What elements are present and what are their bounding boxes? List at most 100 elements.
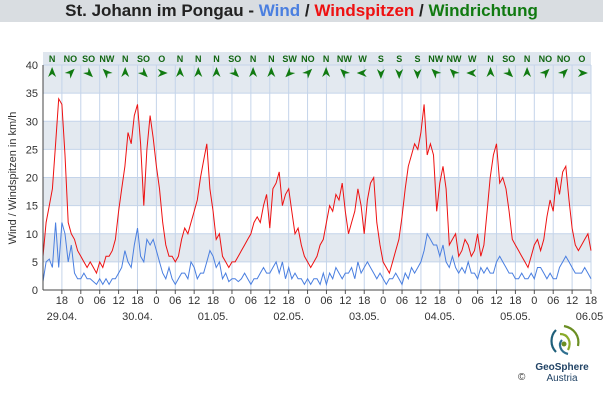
x-tick-label: 06 <box>245 295 257 307</box>
logo-country: Austria <box>546 373 578 384</box>
date-label: 29.04. <box>47 311 78 323</box>
direction-label: S <box>378 54 384 64</box>
x-tick-label: 0 <box>153 295 159 307</box>
title-separator: / <box>414 1 429 20</box>
x-tick-label: 0 <box>78 295 84 307</box>
background-band <box>43 205 591 234</box>
date-label: 04.05. <box>425 311 456 323</box>
chart-background-bands <box>43 52 591 290</box>
direction-label: W <box>358 54 367 64</box>
x-tick-label: 06 <box>396 295 408 307</box>
chart-title: St. Johann im Pongau - Wind / Windspitze… <box>0 0 603 22</box>
x-tick-label: 12 <box>339 295 351 307</box>
title-separator: - <box>243 1 259 20</box>
direction-arrow-icon <box>539 68 550 79</box>
direction-label: N <box>213 54 220 64</box>
chart-axes: 0 5 10 15 20 25 30 35 40 18 0 06 12 18 0 06 12 18 0 06 12 18 0… <box>26 60 603 323</box>
x-tick-label: 18 <box>585 295 597 307</box>
date-label: 05.05. <box>500 311 531 323</box>
x-tick-label: 18 <box>434 295 446 307</box>
direction-label: S <box>396 54 402 64</box>
x-tick-label: 18 <box>283 295 295 307</box>
geosphere-logo <box>550 324 580 356</box>
x-tick-label: 0 <box>229 295 235 307</box>
copyright: © <box>518 372 526 383</box>
direction-row: N NO SO NW N SO O N N N SO N N SW NO N NW W S S S NW NW W N SO N NO… <box>48 54 588 79</box>
direction-label: NO <box>539 54 553 64</box>
direction-arrow-icon <box>340 68 351 79</box>
x-tick-label: 06 <box>320 295 332 307</box>
date-label: 01.05. <box>198 311 229 323</box>
background-band <box>43 261 591 290</box>
x-tick-label: 18 <box>207 295 219 307</box>
direction-label: NW <box>428 54 443 64</box>
date-label: 30.04. <box>122 311 153 323</box>
direction-arrow-icon <box>557 68 568 79</box>
direction-arrow-icon <box>395 69 404 79</box>
x-tick-label: 12 <box>188 295 200 307</box>
direction-label: N <box>524 54 531 64</box>
date-label: 03.05. <box>349 311 380 323</box>
direction-arrow-icon <box>249 67 258 77</box>
direction-label: NO <box>557 54 571 64</box>
direction-band <box>43 52 591 65</box>
y-tick-label: 10 <box>26 229 38 241</box>
direction-label: NO <box>301 54 315 64</box>
y-tick-label: 35 <box>26 88 38 100</box>
direction-arrow-icon <box>523 67 532 77</box>
direction-arrow-icon <box>449 68 460 79</box>
direction-arrow-icon <box>157 69 168 77</box>
y-tick-label: 25 <box>26 144 38 156</box>
direction-arrow-icon <box>577 69 588 77</box>
y-tick-label: 20 <box>26 173 38 185</box>
chart-grid <box>43 64 592 291</box>
direction-label: N <box>49 54 56 64</box>
direction-label: N <box>250 54 257 64</box>
direction-label: SO <box>502 54 515 64</box>
direction-arrow-icon <box>285 67 296 78</box>
x-tick-label: 12 <box>112 295 124 307</box>
background-band <box>43 149 591 178</box>
direction-arrow-icon <box>376 69 385 79</box>
x-tick-label: 12 <box>264 295 276 307</box>
direction-label: SO <box>228 54 241 64</box>
direction-arrow-icon <box>48 67 57 77</box>
x-tick-label: 06 <box>547 295 559 307</box>
direction-label: NW <box>337 54 352 64</box>
y-tick-label: 0 <box>32 285 38 297</box>
direction-arrow-icon <box>267 67 276 77</box>
chart-series <box>42 97 592 287</box>
title-direction: Windrichtung <box>428 1 538 20</box>
background-band <box>43 233 591 262</box>
direction-label: SO <box>82 54 95 64</box>
x-tick-label: 0 <box>456 295 462 307</box>
direction-label: SO <box>137 54 150 64</box>
direction-arrow-icon <box>176 67 184 77</box>
direction-arrow-icon <box>212 67 221 77</box>
direction-label: S <box>414 54 420 64</box>
background-band <box>43 121 591 150</box>
direction-label: NW <box>99 54 114 64</box>
x-tick-label: 18 <box>56 295 68 307</box>
date-label: 02.05. <box>273 311 304 323</box>
direction-arrow-icon <box>486 67 495 77</box>
x-tick-label: 0 <box>380 295 386 307</box>
y-tick-label: 5 <box>32 257 38 269</box>
direction-label: O <box>578 54 585 64</box>
direction-arrow-icon <box>503 67 514 78</box>
direction-label: N <box>487 54 494 64</box>
direction-arrow-icon <box>356 69 367 77</box>
series-line-windspitzen <box>42 97 592 275</box>
direction-arrow-icon <box>121 67 130 77</box>
direction-label: N <box>195 54 202 64</box>
title-gust: Windspitzen <box>314 1 415 20</box>
direction-arrow-icon <box>431 68 442 79</box>
logo-name: GeoSphere <box>535 362 589 373</box>
x-tick-label: 06 <box>169 295 181 307</box>
logo-text: GeoSphere Austria <box>532 362 592 384</box>
direction-label: N <box>122 54 129 64</box>
x-tick-label: 12 <box>490 295 502 307</box>
y-tick-label: 30 <box>26 116 38 128</box>
direction-arrow-icon <box>322 67 331 77</box>
